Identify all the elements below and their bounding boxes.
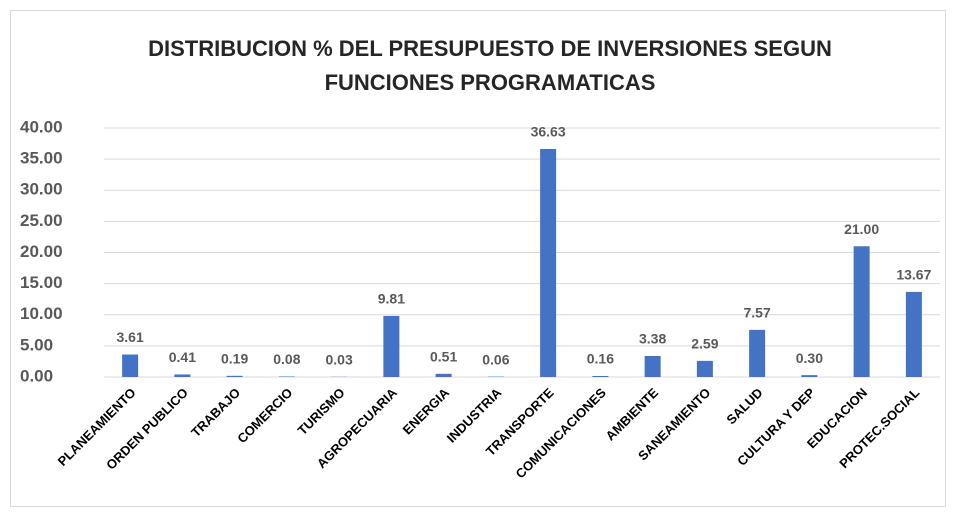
bar	[592, 376, 609, 377]
bar	[435, 373, 452, 377]
value-label: 0.41	[169, 349, 196, 365]
value-label: 13.67	[896, 267, 931, 283]
value-label: 3.38	[639, 331, 666, 347]
value-label: 0.16	[587, 351, 614, 367]
y-tick-label: 20.00	[20, 242, 63, 261]
y-tick-label: 30.00	[20, 180, 63, 199]
y-tick-label: 5.00	[20, 335, 53, 354]
value-label: 21.00	[844, 221, 879, 237]
value-label: 0.03	[326, 352, 353, 368]
value-label: 0.06	[482, 351, 509, 367]
y-tick-label: 0.00	[20, 366, 53, 385]
y-tick-label: 15.00	[20, 273, 63, 292]
x-tick-label: ENERGIA	[400, 385, 453, 438]
bar	[174, 374, 191, 377]
bar	[540, 148, 557, 377]
bar	[749, 329, 766, 377]
y-tick-label: 10.00	[20, 304, 63, 323]
bar	[801, 375, 818, 377]
bar	[644, 355, 661, 377]
y-tick-label: 25.00	[20, 211, 63, 230]
chart-frame	[10, 10, 946, 507]
bar	[905, 291, 922, 377]
y-tick-label: 35.00	[20, 149, 63, 168]
value-label: 36.63	[531, 124, 566, 140]
y-tick-label: 40.00	[20, 117, 63, 136]
value-label: 2.59	[691, 336, 718, 352]
x-tick-label: COMUNICACIONES	[513, 385, 610, 482]
x-tick-label: TRABAJO	[188, 385, 243, 440]
value-label: 0.08	[273, 351, 300, 367]
bar	[383, 315, 400, 377]
value-label: 9.81	[378, 291, 405, 307]
x-tick-label: SALUD	[723, 385, 765, 427]
value-label: 0.19	[221, 351, 248, 367]
value-label: 3.61	[117, 329, 144, 345]
bar	[696, 360, 713, 377]
chart-title: DISTRIBUCION % DEL PRESUPUESTO DE INVERS…	[148, 36, 832, 95]
x-tick-label: TURISMO	[295, 385, 348, 438]
bar	[122, 354, 139, 377]
value-label: 7.57	[744, 305, 771, 321]
bar	[226, 375, 243, 377]
value-label: 0.30	[796, 350, 823, 366]
bar	[853, 246, 870, 377]
value-label: 0.51	[430, 349, 457, 365]
x-tick-label: COMERCIO	[234, 385, 295, 446]
